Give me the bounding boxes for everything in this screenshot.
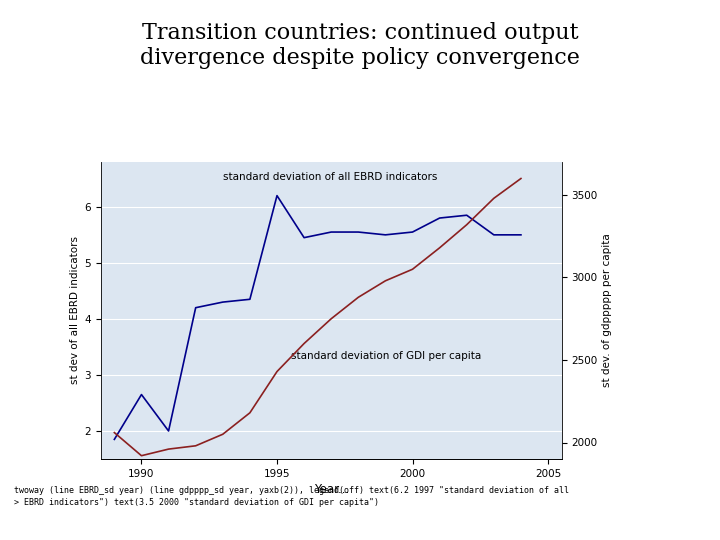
Y-axis label: st dev. of gdppppp per capita: st dev. of gdppppp per capita	[602, 234, 612, 387]
Y-axis label: st dev of all EBRD indicators: st dev of all EBRD indicators	[71, 237, 81, 384]
Text: twoway (line EBRD_sd year) (line gdpppp_sd year, yaxb(2)), legend(off) text(6.2 : twoway (line EBRD_sd year) (line gdpppp_…	[14, 486, 570, 507]
Text: standard deviation of GDI per capita: standard deviation of GDI per capita	[291, 351, 481, 361]
X-axis label: Year...: Year...	[314, 483, 348, 496]
Text: standard deviation of all EBRD indicators: standard deviation of all EBRD indicator…	[222, 172, 437, 181]
Text: Transition countries: continued output
divergence despite policy convergence: Transition countries: continued output d…	[140, 22, 580, 69]
